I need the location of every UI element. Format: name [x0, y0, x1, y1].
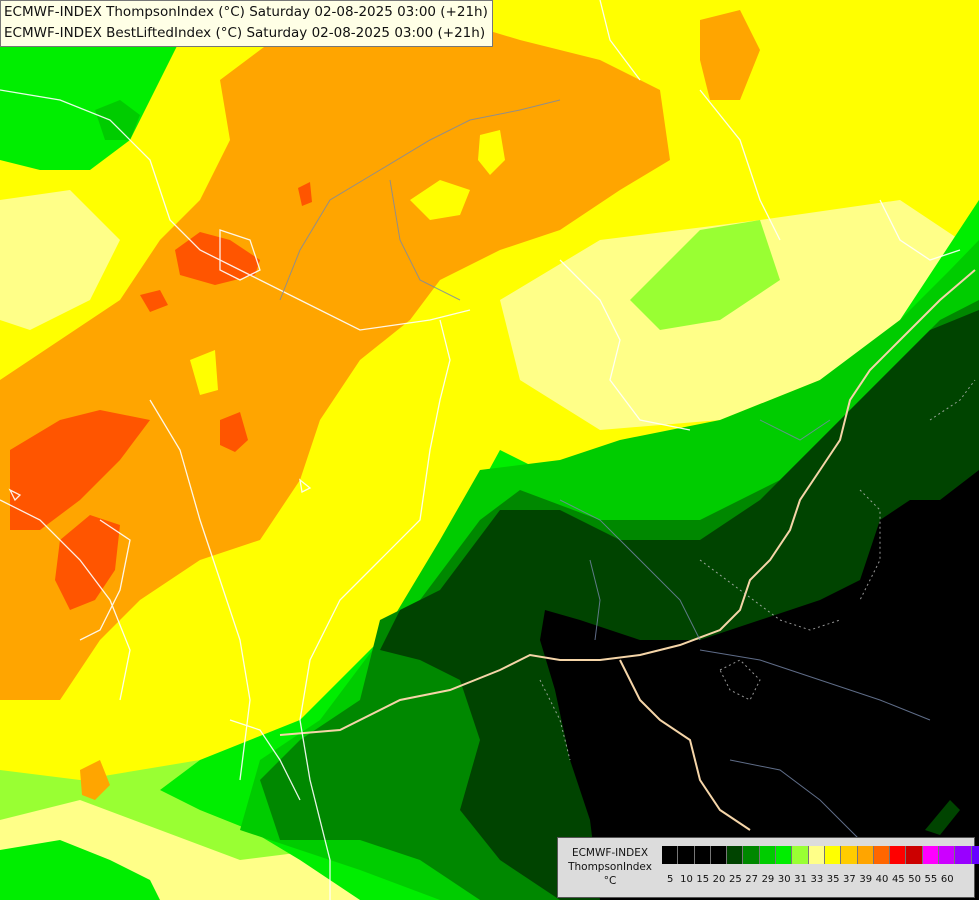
legend-swatch: [710, 846, 728, 864]
legend-swatch: [776, 846, 793, 864]
title-line-1: ECMWF-INDEX ThompsonIndex (°C) Saturday …: [4, 4, 488, 20]
legend-tick: 60: [940, 874, 954, 885]
red-orange-spot-3: [10, 410, 150, 530]
legend-swatch: [678, 846, 695, 864]
legend-tick: 35: [826, 874, 840, 885]
legend-swatch: [890, 846, 907, 864]
legend-line-2: ThompsonIndex: [568, 861, 652, 873]
bright-green-sw: [0, 840, 160, 900]
legend-swatch: [759, 846, 777, 864]
legend-tick: 15: [696, 874, 710, 885]
contour-dotted: [539, 379, 976, 761]
dark-green-pocket: [925, 800, 960, 835]
legend-tick: 30: [777, 874, 791, 885]
legend-tick-labels: 5 10 15 20 25 27 29 30 31 33 35 37 39 40 45 50 55 60: [662, 874, 955, 885]
legend-swatch: [727, 846, 744, 864]
legend-swatch: [955, 846, 972, 864]
legend-tick: 40: [875, 874, 889, 885]
title-line-2: ECMWF-INDEX BestLiftedIndex (°C) Saturda…: [4, 25, 486, 41]
pale-yellow-region: [500, 200, 960, 430]
legend-line-3: °C: [603, 875, 617, 887]
legend-tick: 20: [712, 874, 726, 885]
red-orange-spot-5: [220, 412, 248, 452]
legend-tick: 37: [843, 874, 856, 885]
pale-yellow-region-2: [0, 190, 120, 330]
country-border: [279, 269, 976, 736]
legend-swatch: [906, 846, 923, 864]
legend-swatch: [694, 846, 711, 864]
legend-tick: 25: [728, 874, 742, 885]
yellow-island-2: [478, 130, 505, 175]
country-border-2: [619, 659, 751, 831]
map-title: ECMWF-INDEX ThompsonIndex (°C) Saturday …: [0, 0, 493, 47]
yellow-island: [410, 180, 470, 220]
legend-tick: 5: [666, 874, 674, 885]
orange-region: [0, 10, 670, 700]
legend-swatch: [857, 846, 874, 864]
legend-swatch: [662, 846, 679, 864]
legend-tick: 50: [908, 874, 921, 885]
legend-swatch: [939, 846, 956, 864]
legend-tick: 55: [924, 874, 938, 885]
legend-tick: 27: [745, 874, 758, 885]
legend-swatch: [824, 846, 842, 864]
legend-swatch: [792, 846, 809, 864]
river-lines: [279, 99, 931, 841]
legend-tick: 33: [810, 874, 824, 885]
legend-swatch: [841, 846, 858, 864]
legend-tick: 45: [891, 874, 905, 885]
legend-swatch: [808, 846, 825, 864]
legend-swatch: [922, 846, 940, 864]
legend-color-bar: [662, 846, 979, 864]
yellow-island-3: [190, 350, 218, 395]
red-orange-spot-4: [55, 515, 120, 610]
legend-tick: 39: [859, 874, 873, 885]
legend-title: ECMWF-INDEX ThompsonIndex °C: [562, 846, 658, 888]
legend-swatch: [971, 846, 979, 864]
light-green-pocket: [630, 220, 780, 330]
red-orange-spot-6: [298, 182, 312, 206]
legend-line-1: ECMWF-INDEX: [571, 847, 649, 859]
black-region: [540, 470, 979, 900]
red-orange-spot-2: [140, 290, 168, 312]
color-legend: ECMWF-INDEX ThompsonIndex °C 5 10 15 20 25 27…: [557, 837, 979, 898]
orange-region-s: [80, 760, 110, 800]
orange-region-ne: [700, 10, 760, 100]
legend-tick: 10: [680, 874, 693, 885]
legend-swatch: [873, 846, 891, 864]
legend-swatch: [743, 846, 760, 864]
legend-tick: 29: [761, 874, 775, 885]
green-west-pocket: [95, 100, 140, 140]
legend-tick: 31: [794, 874, 807, 885]
